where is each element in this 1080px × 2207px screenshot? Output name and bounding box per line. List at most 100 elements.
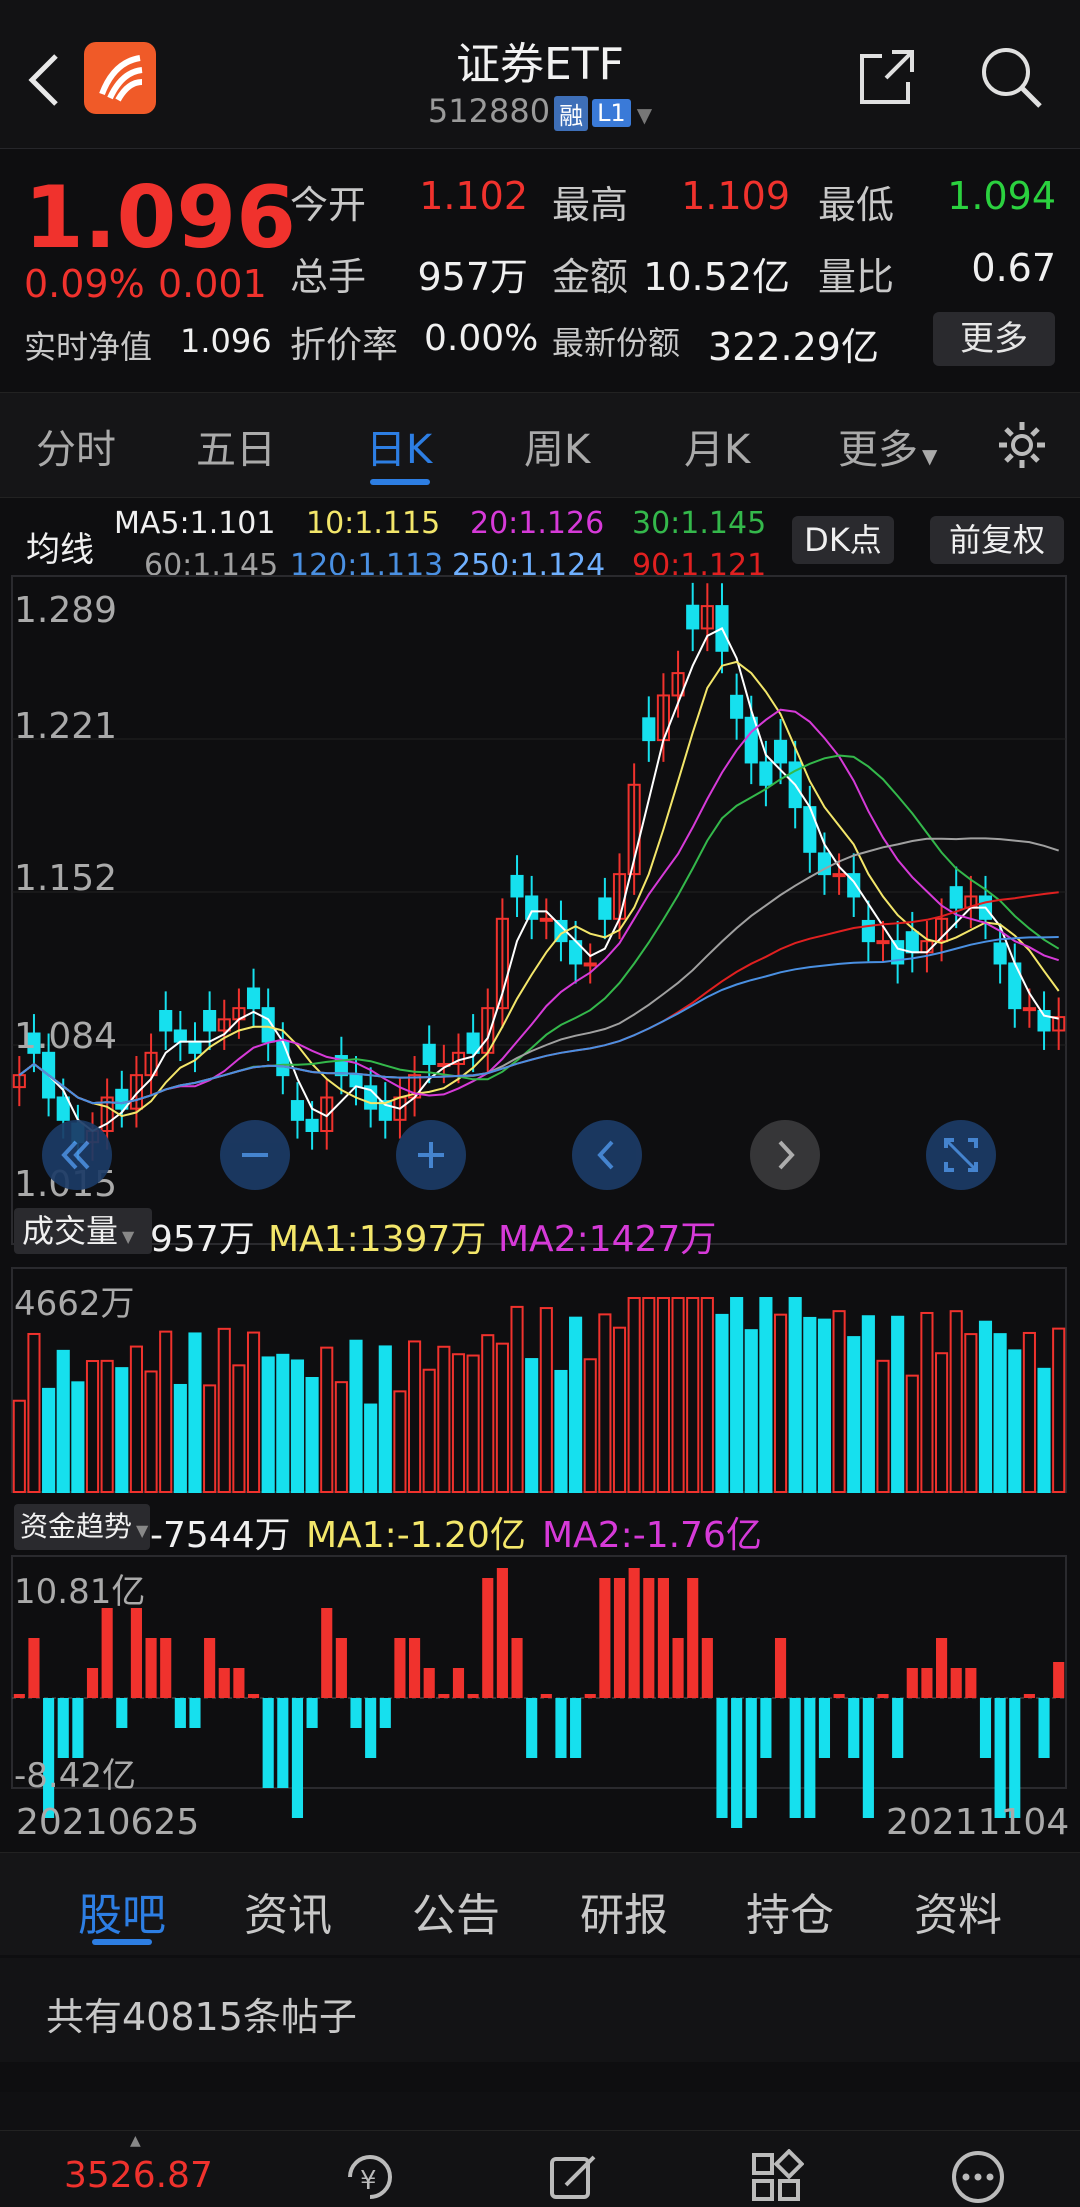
candle-body (203, 1010, 217, 1032)
bottom-nav: ▲ 3526.87 ¥ (0, 2130, 1080, 2207)
volume-bar (642, 1297, 656, 1493)
volume-bar (1008, 1349, 1022, 1493)
candle-body (173, 1029, 187, 1043)
fund-bar (13, 1694, 25, 1698)
fund-ma1: MA1:-1.20亿 (306, 1515, 526, 1556)
candle-body (334, 1055, 348, 1077)
fund-bar (892, 1698, 904, 1758)
kline-chart[interactable] (0, 498, 1080, 1852)
trade-yuan-icon[interactable]: ¥ (340, 2147, 400, 2207)
volume-label: 成交量 (22, 1212, 119, 1250)
chevron-left-icon (597, 1140, 614, 1170)
candle-body (115, 1088, 129, 1110)
fund-axis-max: 10.81亿 (14, 1572, 146, 1612)
tab-monthly-k[interactable]: 月K (684, 427, 751, 473)
fund-bar (467, 1694, 479, 1698)
tab-news[interactable]: 资讯 (244, 1890, 332, 1941)
volume-bar (686, 1297, 700, 1493)
scroll-left-button[interactable] (572, 1120, 642, 1190)
fund-bar (789, 1698, 801, 1818)
fund-bar (687, 1578, 699, 1698)
change-abs: 0.001 (158, 262, 267, 306)
margin-tag: 融 (554, 95, 589, 131)
last-price: 1.096 (24, 168, 297, 268)
tab-profile[interactable]: 资料 (914, 1890, 1002, 1941)
fund-bar (862, 1698, 874, 1818)
tab-weekly-k[interactable]: 周K (524, 427, 591, 473)
volume-bar (920, 1311, 934, 1493)
volume-bar (935, 1352, 949, 1493)
apps-grid-icon[interactable] (748, 2149, 804, 2205)
fund-axis-min: -8.42亿 (14, 1756, 136, 1796)
plus-icon (418, 1142, 444, 1168)
ma5-line (18, 627, 1059, 1133)
volume-panel-frame (11, 1267, 1067, 1493)
share-icon[interactable] (856, 46, 918, 108)
back-icon[interactable] (24, 50, 64, 110)
candle-body (1052, 1016, 1066, 1032)
shares-label: 最新份额 (552, 324, 681, 362)
fund-bar (745, 1698, 757, 1818)
fund-bar (189, 1698, 201, 1728)
more-button[interactable]: 更多 (933, 312, 1055, 366)
fullscreen-button[interactable] (926, 1120, 996, 1190)
candle-body (56, 1096, 70, 1121)
edit-icon[interactable] (546, 2149, 602, 2205)
fund-indicator-select[interactable]: 资金趋势 ▼ (14, 1504, 150, 1550)
volume-indicator-select[interactable]: 成交量 ▼ (14, 1208, 152, 1254)
caret-icon: ▼ (122, 1227, 135, 1246)
more-dots-icon[interactable] (948, 2147, 1008, 2207)
candle-body (598, 897, 612, 920)
fund-panel-frame (11, 1555, 1067, 1789)
fund-bar (584, 1694, 596, 1698)
tab-daily-k[interactable]: 日K (366, 427, 433, 473)
post-count: 共有40815条帖子 (46, 1995, 357, 2039)
fund-bar (277, 1698, 289, 1788)
volume-bar (115, 1367, 129, 1493)
volume-bar (85, 1360, 100, 1493)
volume-bar (803, 1316, 817, 1494)
tab-forum[interactable]: 股吧 (78, 1890, 166, 1941)
scroll-left-fast-button[interactable] (42, 1120, 112, 1190)
fund-bar (160, 1638, 172, 1698)
fund-bar (204, 1638, 216, 1698)
logo-icon (99, 55, 143, 102)
tab-more[interactable]: 更多 ▼ (838, 417, 937, 475)
fund-bar (394, 1638, 406, 1698)
fund-bar (247, 1694, 260, 1698)
volume-bar (144, 1370, 158, 1493)
volume-ratio-value: 0.67 (971, 246, 1056, 290)
level-tag: L1 (592, 99, 631, 127)
fund-bar (804, 1698, 816, 1818)
dk-point-button[interactable]: DK点 (792, 516, 894, 564)
expand-icon (944, 1138, 978, 1172)
volume-bar (290, 1359, 305, 1494)
search-icon[interactable] (978, 44, 1044, 110)
volume-bar (159, 1330, 173, 1493)
settings-gear-icon[interactable] (996, 419, 1048, 471)
candle-body (276, 1040, 290, 1077)
scroll-right-button[interactable] (750, 1120, 820, 1190)
fund-bar (1053, 1662, 1065, 1698)
up-arrow-icon: ▲ (130, 2133, 141, 2149)
fund-bar (701, 1638, 713, 1698)
zoom-in-button[interactable] (396, 1120, 466, 1190)
candle-body (100, 1096, 114, 1132)
volume-bar (861, 1315, 875, 1494)
tab-intraday[interactable]: 分时 (36, 427, 116, 473)
volume-bar (320, 1346, 334, 1493)
stock-code-row[interactable]: 512880 融 L1 ▼ (0, 92, 1080, 131)
tab-announcements[interactable]: 公告 (412, 1890, 500, 1941)
index-value[interactable]: 3526.87 (64, 2155, 213, 2196)
caret-icon: ▼ (136, 1521, 149, 1540)
tab-five-day[interactable]: 五日 (196, 427, 276, 473)
adjust-button[interactable]: 前复权 (930, 516, 1064, 564)
zoom-out-button[interactable] (220, 1120, 290, 1190)
volume-bar (349, 1339, 363, 1494)
discount-label: 折价率 (290, 325, 399, 366)
ma-title[interactable]: 均线 (26, 530, 94, 570)
tab-holdings[interactable]: 持仓 (746, 1890, 834, 1941)
tab-research[interactable]: 研报 (580, 1890, 668, 1941)
spacer (0, 2092, 1080, 2130)
fund-bar (233, 1668, 245, 1698)
